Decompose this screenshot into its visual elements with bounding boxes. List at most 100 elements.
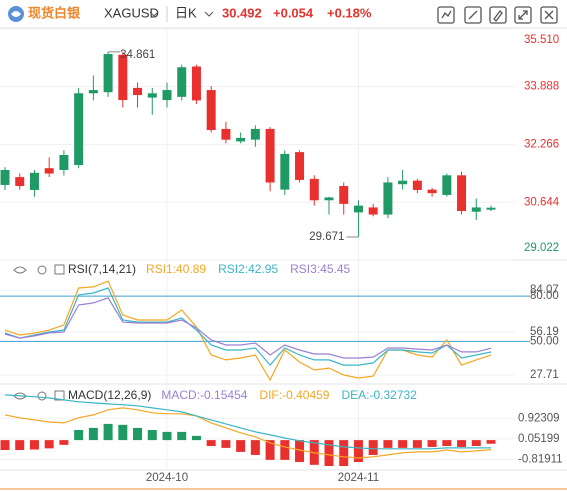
tool-fullscreen[interactable] — [514, 6, 532, 24]
legend-entry: RSI1:40.89 — [146, 262, 206, 276]
candle-body — [147, 93, 157, 98]
eye-icon[interactable] — [13, 266, 27, 274]
macd-bar — [398, 440, 408, 448]
macd-bar — [442, 440, 452, 446]
macd-bar — [162, 431, 172, 441]
macd-bar — [118, 424, 128, 441]
candle-body — [265, 128, 275, 183]
y-tick-label: 50.00 — [530, 335, 559, 347]
macd-bar — [250, 440, 260, 455]
legend-entry: DEA:-0.32732 — [341, 388, 417, 402]
series-line — [4, 280, 492, 382]
macd-bar — [88, 427, 98, 441]
tool-indicator[interactable] — [437, 6, 455, 24]
y-tick-label: 56.19 — [530, 326, 559, 338]
candle-body — [324, 197, 334, 201]
price: 30.492 — [222, 5, 262, 20]
settings-icon[interactable] — [37, 265, 47, 275]
candle-body — [339, 186, 349, 204]
macd-bar — [29, 440, 39, 450]
macd-bar — [368, 440, 378, 455]
panel-title: RSI(7,14,21) — [68, 262, 136, 276]
candle-body — [486, 207, 496, 210]
macd-bar — [486, 440, 496, 444]
candle-body — [29, 172, 39, 190]
macd-bar — [324, 440, 334, 466]
symbol[interactable]: XAGUSD — [104, 5, 159, 20]
macd-bar — [295, 440, 305, 462]
macd-bar — [133, 427, 143, 441]
y-tick-label: 32.266 — [524, 138, 559, 150]
tool-pen-glyph — [493, 10, 503, 22]
expand-icon[interactable] — [54, 264, 65, 275]
candle-body — [74, 93, 84, 165]
tool-draw[interactable] — [464, 6, 482, 24]
candle-body — [280, 153, 290, 190]
macd-bar — [44, 440, 54, 449]
candle-body — [368, 207, 378, 215]
macd-bar — [59, 440, 69, 445]
macd-bar — [236, 440, 246, 452]
max-annotation: 34.861 — [120, 49, 155, 61]
candle-body — [0, 169, 10, 185]
candle-body — [15, 177, 25, 187]
series-line — [4, 407, 492, 459]
macd-bar — [191, 435, 201, 441]
tool-close[interactable] — [540, 6, 558, 24]
period[interactable]: 日K — [175, 5, 197, 20]
candle-body — [88, 90, 98, 94]
candle-body — [412, 180, 422, 190]
series-line — [4, 297, 492, 359]
settings-icon[interactable] — [37, 391, 47, 401]
macd-bar — [147, 430, 157, 441]
candle-body — [236, 137, 246, 142]
macd-bar — [177, 431, 187, 441]
macd-bar — [383, 440, 393, 448]
candle-body — [177, 67, 187, 97]
macd-bar — [339, 440, 349, 466]
legend-entry: MACD:-0.15454 — [161, 388, 247, 402]
macd-bar — [353, 440, 363, 462]
macd-bar — [457, 440, 467, 447]
period-caret[interactable] — [204, 11, 214, 17]
expand-icon[interactable] — [54, 390, 65, 401]
candle-body — [118, 54, 128, 101]
y-tick-label: 80.00 — [530, 290, 559, 302]
y-tick-label: 29.022 — [524, 242, 559, 254]
legend-entry: RSI3:45.45 — [290, 262, 350, 276]
y-tick-label: 33.888 — [524, 81, 559, 93]
change: +0.054 — [273, 5, 314, 20]
macd-bar — [103, 423, 113, 441]
tool-fullscreen-glyph — [518, 10, 528, 20]
candle-body — [427, 189, 437, 194]
candle-body — [44, 168, 54, 174]
tool-pen[interactable] — [489, 6, 507, 24]
y-tick-label: 27.71 — [530, 369, 559, 381]
series-line — [4, 394, 492, 450]
legend-entry: RSI2:42.95 — [218, 262, 278, 276]
tool-indicator-glyph — [441, 10, 452, 19]
candle-body — [398, 180, 408, 185]
y-tick-label: 0.92309 — [518, 412, 560, 424]
candle-body — [309, 178, 319, 201]
candle-body — [191, 66, 201, 101]
macd-bar — [265, 440, 275, 460]
macd-bar — [74, 430, 84, 441]
candle-body — [457, 175, 467, 211]
candle-body — [103, 54, 113, 93]
x-tick-label: 2024-11 — [338, 472, 379, 484]
change-pct: +0.18% — [327, 5, 372, 20]
candle-body — [383, 182, 393, 215]
logo-text: 现货白银 — [28, 5, 81, 20]
macd-bar — [280, 440, 290, 460]
y-tick-label: -0.81911 — [518, 453, 563, 465]
y-tick-label: 35.510 — [524, 34, 559, 46]
candle-body — [471, 207, 481, 212]
symbol-caret[interactable] — [149, 11, 159, 17]
series-line — [4, 287, 492, 367]
tool-close-glyph — [544, 10, 554, 20]
tool-draw-glyph — [468, 10, 478, 20]
macd-bar — [412, 440, 422, 448]
y-tick-label: 0.05199 — [518, 433, 560, 445]
